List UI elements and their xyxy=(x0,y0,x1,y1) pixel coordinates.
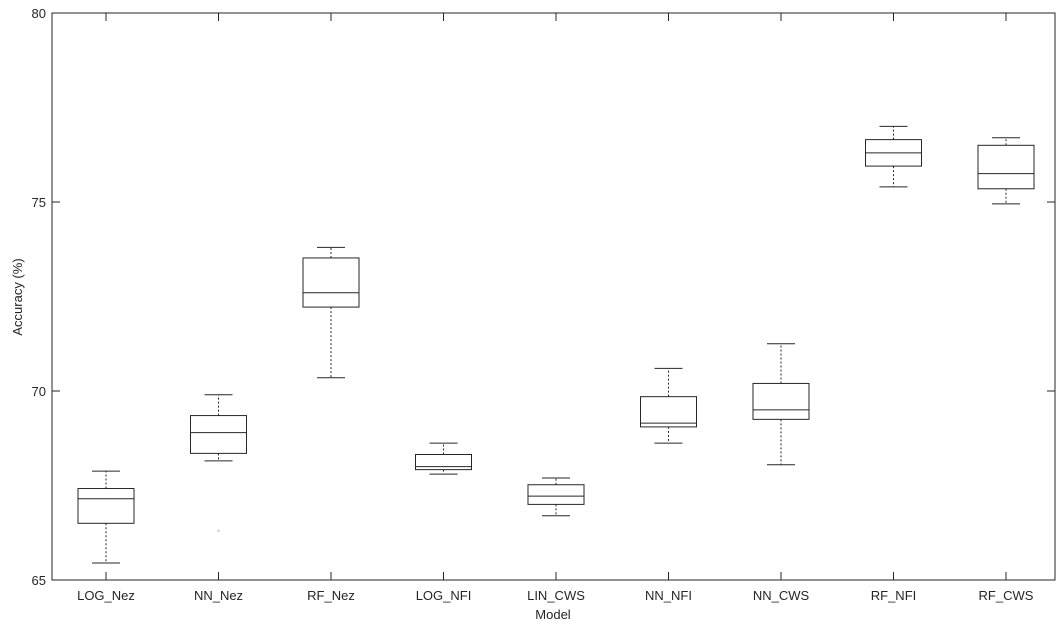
x-tick-label: LOG_Nez xyxy=(77,588,135,603)
iqr-box xyxy=(77,488,135,524)
y-tick-label: 65 xyxy=(32,573,46,588)
iqr-box xyxy=(977,144,1035,190)
iqr-box xyxy=(640,396,697,428)
iqr-box xyxy=(527,484,585,505)
box-log-nez xyxy=(77,470,135,564)
iqr-box xyxy=(302,257,360,308)
y-axis-label: Accuracy (%) xyxy=(10,258,25,335)
x-tick-label: NN_NFI xyxy=(645,588,692,603)
box-nn-cws xyxy=(752,343,810,466)
x-tick-label: RF_CWS xyxy=(979,588,1034,603)
iqr-box xyxy=(752,382,810,420)
box-lin-cws xyxy=(527,477,585,517)
x-tick-label: NN_CWS xyxy=(753,588,810,603)
box-nn-nez xyxy=(190,394,247,533)
box-nn-nfi xyxy=(640,367,697,444)
x-tick-label: LOG_NFI xyxy=(416,588,472,603)
tick-labels: 65 70 75 80 LOG_Nez NN_Nez RF_Nez LOG_NFI LIN_CW… xyxy=(32,6,1034,603)
axis-ticks xyxy=(52,12,1055,581)
box-rf-nez xyxy=(302,246,360,379)
x-tick-label: LIN_CWS xyxy=(527,588,585,603)
box-rf-nfi xyxy=(865,125,922,188)
outlier-point xyxy=(217,529,220,533)
boxes xyxy=(77,125,1035,564)
y-tick-label: 70 xyxy=(32,384,46,399)
x-tick-label: NN_Nez xyxy=(194,588,243,603)
x-tick-label: RF_NFI xyxy=(871,588,917,603)
box-rf-cws xyxy=(977,137,1035,205)
x-axis-label: Model xyxy=(535,607,571,622)
iqr-box xyxy=(190,415,247,454)
y-tick-label: 75 xyxy=(32,195,46,210)
y-tick-label: 80 xyxy=(32,6,46,21)
iqr-box xyxy=(415,454,472,471)
x-tick-label: RF_Nez xyxy=(307,588,355,603)
box-log-nfi xyxy=(415,442,472,475)
